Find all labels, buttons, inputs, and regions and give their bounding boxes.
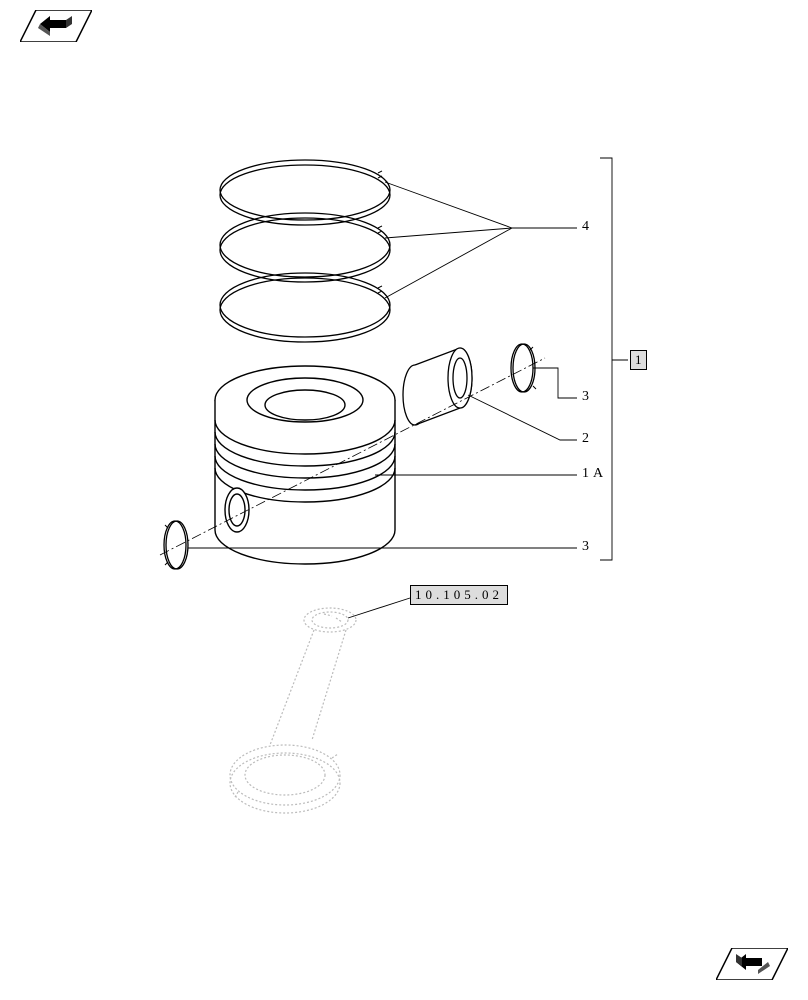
piston-rings [220,160,390,342]
technical-diagram-page: 4 3 2 1A 3 1 10.105.02 [0,0,808,1000]
crossref-box[interactable]: 10.105.02 [410,585,508,605]
callout-1A: 1A [582,466,607,482]
callout-3-right: 3 [582,389,593,405]
callout-3-left: 3 [582,539,593,555]
callout-4: 4 [582,219,593,235]
piston-body [215,366,395,564]
callout-2: 2 [582,431,593,447]
retaining-ring-right [511,344,536,392]
connecting-rod-ghost [230,608,356,813]
nav-forward-icon[interactable] [716,948,788,980]
retaining-ring-left [164,521,188,569]
assembly-ref-box: 1 [630,350,647,370]
exploded-view-svg [0,0,808,1000]
